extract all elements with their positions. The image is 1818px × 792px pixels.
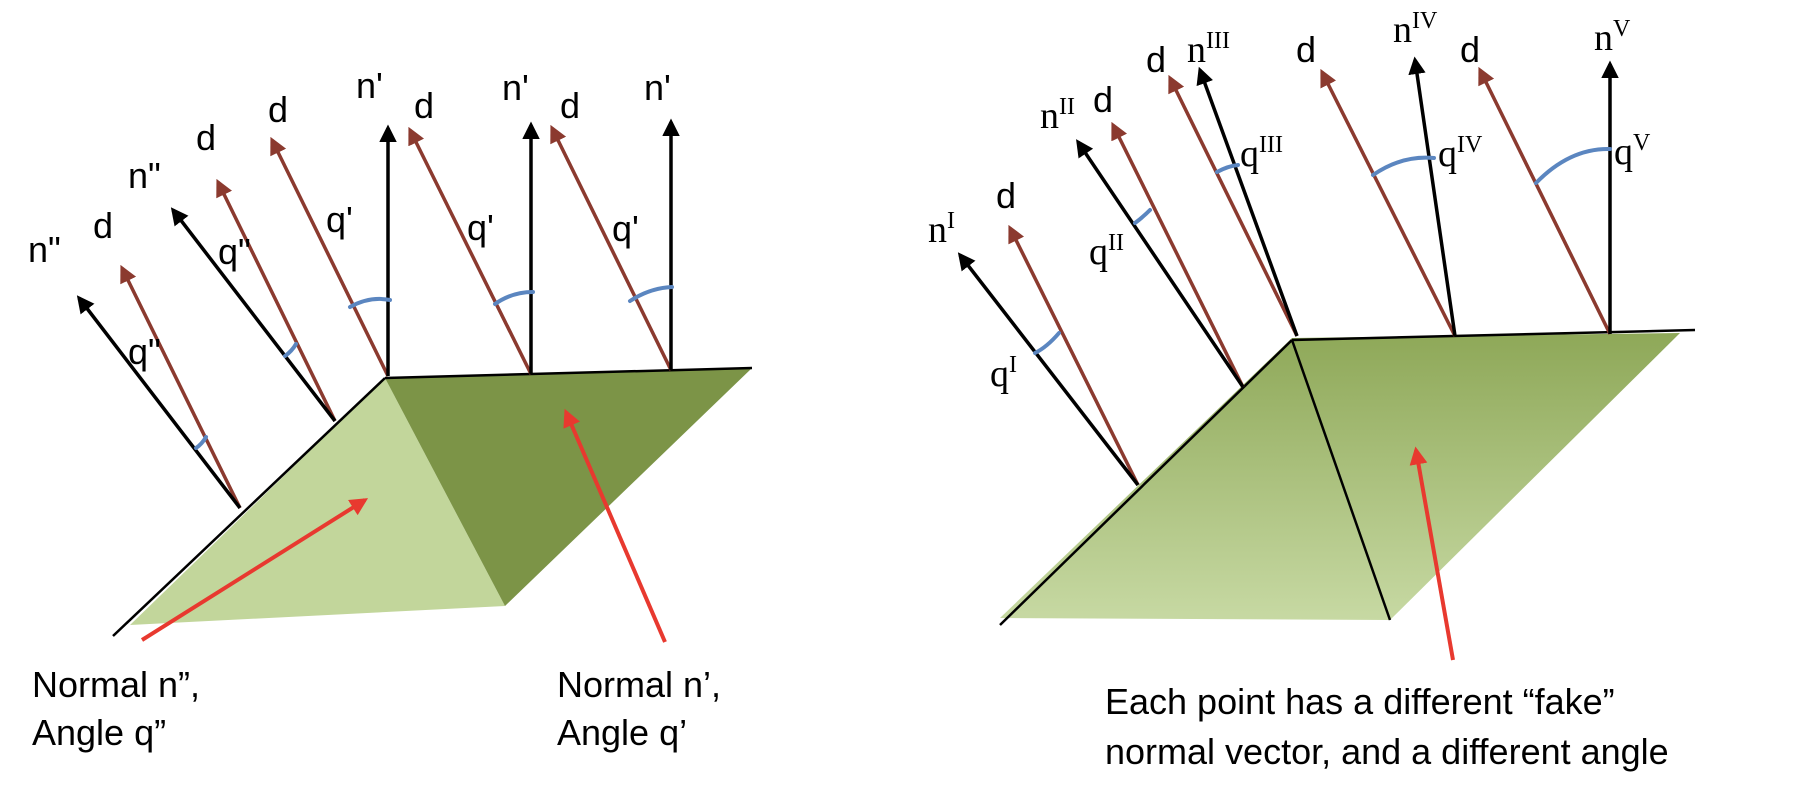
- d-vector: [550, 124, 673, 371]
- angle-arc-V: [1534, 146, 1612, 185]
- pointer-arrow: [140, 498, 369, 642]
- light-face: [130, 378, 505, 625]
- n-prime-label: n': [644, 67, 671, 108]
- surface-edge: [999, 339, 1293, 626]
- d-label: d: [560, 85, 580, 126]
- angle-arc-III: [1215, 163, 1240, 174]
- q-label-III: qIII: [1240, 132, 1283, 175]
- n-label-V: nV: [1594, 16, 1631, 59]
- dark-face: [385, 368, 752, 606]
- angle-arc-I: [1033, 331, 1061, 355]
- surface-edge: [112, 377, 386, 637]
- angle-arc: [628, 285, 674, 303]
- q-label-V: qV: [1614, 130, 1651, 173]
- caption-line2: normal vector, and a different angle: [1105, 731, 1669, 772]
- d-vector-V: [1478, 66, 1612, 335]
- n-double-label: n": [128, 155, 161, 196]
- n-double-vector: [170, 207, 337, 423]
- d-vector-I: [1008, 224, 1140, 486]
- n-vector-III: [1196, 66, 1299, 337]
- angle-arc: [493, 290, 535, 306]
- q-prime-label: q': [612, 208, 639, 249]
- angle-arc: [348, 296, 392, 309]
- d-label: d: [196, 117, 216, 158]
- n-prime-label: n': [502, 67, 529, 108]
- d-vector-II: [1111, 121, 1245, 388]
- d-label: d: [1093, 79, 1113, 120]
- d-vector: [120, 264, 242, 509]
- d-vector-IV: [1320, 68, 1457, 337]
- d-label: d: [93, 205, 113, 246]
- pointer-arrow: [1409, 446, 1455, 661]
- caption-dark-face-line2: Angle q’: [557, 712, 687, 753]
- n-double-label: n": [28, 229, 61, 270]
- q-double-label: q": [128, 331, 161, 372]
- d-label: d: [268, 89, 288, 130]
- left-panel: d n' d n' d n' d n" d n" q' q' q' q" q" …: [28, 65, 753, 753]
- n-vector-II: [1076, 139, 1245, 388]
- n-label-II: nII: [1040, 94, 1075, 137]
- surface-top-edge: [384, 366, 753, 380]
- q-prime-label: q': [467, 207, 494, 248]
- caption-light-face-line2: Angle q”: [32, 712, 166, 753]
- surface-crease: [1290, 339, 1392, 621]
- angle-arc: [283, 342, 298, 358]
- n-label-III: nIII: [1187, 28, 1230, 71]
- d-vector: [270, 136, 390, 377]
- d-label: d: [1460, 29, 1480, 70]
- n-prime-label: n': [356, 65, 383, 106]
- q-prime-label: q': [326, 199, 353, 240]
- right-panel: d d d d d nI nII nIII nIV nV qI qII qIII…: [928, 8, 1696, 772]
- d-label: d: [996, 175, 1016, 216]
- q-double-label: q": [218, 231, 251, 272]
- n-label-I: nI: [928, 208, 955, 251]
- caption-dark-face-line1: Normal n’,: [557, 664, 721, 705]
- d-label: d: [1146, 39, 1166, 80]
- caption-light-face-line1: Normal n”,: [32, 664, 200, 705]
- surface-top-edge: [1291, 328, 1696, 342]
- d-label: d: [414, 85, 434, 126]
- pointer-arrow: [563, 408, 667, 643]
- d-vector: [408, 126, 533, 375]
- angle-arc-IV: [1371, 155, 1436, 177]
- d-label: d: [1296, 29, 1316, 70]
- q-label-II: qII: [1089, 230, 1124, 273]
- n-double-vector: [76, 295, 242, 510]
- n-vector-IV: [1408, 56, 1457, 337]
- d-vector-III: [1168, 74, 1299, 337]
- q-label-IV: qIV: [1438, 132, 1483, 175]
- d-vector: [216, 178, 337, 422]
- n-label-IV: nIV: [1393, 8, 1438, 51]
- caption-line1: Each point has a different “fake”: [1105, 681, 1615, 722]
- n-vector-I: [957, 252, 1140, 487]
- angle-arc: [194, 435, 208, 450]
- q-label-I: qI: [990, 352, 1017, 395]
- angle-arc-II: [1133, 208, 1152, 225]
